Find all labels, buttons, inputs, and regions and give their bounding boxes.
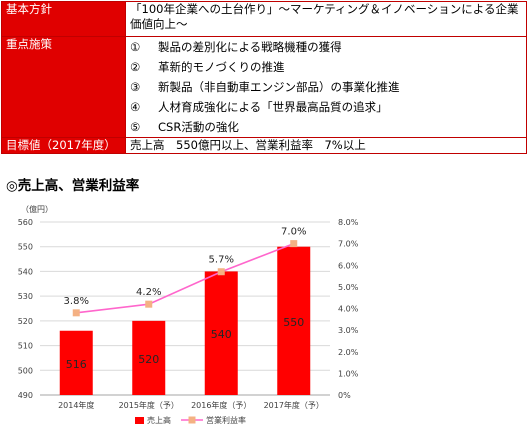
y-right-tick-label: 6.0% — [338, 261, 359, 270]
focus-measure-item: ④ 人材育成強化による「世界最高品質の追求」 — [130, 97, 522, 117]
y-right-tick-label: 7.0% — [338, 240, 359, 249]
basic-policy-row: 基本方針 「100年企業への土台作り」～マーケティング＆イノベーションによる企業… — [1, 1, 527, 37]
legend-sales-swatch — [135, 417, 144, 424]
y-left-tick-label: 560 — [18, 218, 33, 227]
y-left-tick-label: 530 — [18, 292, 33, 301]
y-right-tick-label: 8.0% — [338, 218, 359, 227]
sales-bar-value-label: 540 — [211, 328, 232, 341]
target-row: 目標値（2017年度） 売上高 550億円以上、営業利益率 7%以上 — [1, 137, 527, 154]
y-right-tick-label: 0% — [338, 391, 351, 400]
focus-measure-text: 製品の差別化による戦略機種の獲得 — [158, 40, 342, 54]
x-tick-label: 2014年度 — [58, 400, 94, 410]
focus-measure-number: ⑤ — [130, 120, 141, 134]
margin-point-marker — [145, 300, 153, 308]
y-right-tick-label: 3.0% — [338, 326, 359, 335]
bar-series: 516 520 540 550 — [59, 246, 311, 395]
margin-value-label: 5.7% — [209, 255, 234, 266]
axis-labels: （億円） 490 500 510 520 530 540 550 560 0% 1.0% 2.0% 3.… — [18, 204, 359, 410]
focus-measure-number: ④ — [130, 100, 141, 114]
sales-bar-value-label: 550 — [283, 316, 304, 329]
section-title: ◎売上高、営業利益率 — [6, 178, 140, 194]
x-tick-label: 2017年度（予） — [264, 400, 324, 410]
y-left-tick-label: 510 — [18, 342, 33, 351]
y-right-tick-label: 5.0% — [338, 283, 359, 292]
focus-measures-list: ① 製品の差別化による戦略機種の獲得 ② 革新的モノづくりの推進 ③ 新製品（非自動車… — [125, 36, 527, 138]
y-left-tick-label: 500 — [18, 366, 33, 375]
sales-bar-value-label: 520 — [138, 353, 159, 366]
legend-sales-label: 売上高 — [147, 415, 171, 425]
focus-measure-text: CSR活動の強化 — [158, 120, 239, 134]
sales-bar — [59, 330, 93, 395]
line-series: 3.8% 4.2% 5.7% 7.0% — [64, 227, 306, 317]
y-left-tick-label: 520 — [18, 317, 33, 326]
y-right-tick-label: 1.0% — [338, 369, 359, 378]
focus-measure-item: ⑤ CSR活動の強化 — [130, 117, 522, 137]
y-axis-unit-label: （億円） — [21, 204, 53, 214]
margin-point-marker — [217, 268, 225, 276]
focus-measure-number: ③ — [130, 80, 141, 94]
focus-measures-label: 重点施策 — [1, 36, 126, 138]
x-tick-label: 2015年度（予） — [119, 400, 179, 410]
margin-value-label: 3.8% — [64, 296, 89, 307]
legend: 売上高 営業利益率 — [135, 415, 246, 425]
focus-measures-row: 重点施策 ① 製品の差別化による戦略機種の獲得 ② 革新的モノづくりの推進 ③ 新製品… — [1, 36, 527, 138]
legend-margin-marker — [188, 416, 196, 424]
focus-measure-item: ① 製品の差別化による戦略機種の獲得 — [130, 37, 522, 57]
margin-line — [76, 242, 295, 314]
margin-value-label: 4.2% — [136, 287, 161, 298]
y-left-tick-label: 550 — [18, 243, 33, 252]
sales-bar — [132, 320, 166, 395]
focus-measure-text: 新製品（非自動車エンジン部品）の事業化推進 — [158, 80, 400, 94]
margin-value-label: 7.0% — [281, 227, 306, 238]
sales-profit-chart: 516 520 540 550 3.8% 4.2% 5.7% 7.0% （億円） 490 500… — [18, 204, 359, 425]
y-left-tick-label: 490 — [18, 391, 33, 400]
target-value: 売上高 550億円以上、営業利益率 7%以上 — [125, 137, 527, 154]
focus-measure-number: ① — [130, 40, 141, 54]
focus-measure-item: ③ 新製品（非自動車エンジン部品）の事業化推進 — [130, 77, 522, 97]
policy-table: 基本方針 「100年企業への土台作り」～マーケティング＆イノベーションによる企業… — [1, 1, 527, 154]
target-label: 目標値（2017年度） — [1, 137, 126, 154]
y-left-tick-label: 540 — [18, 267, 33, 276]
sales-bar-value-label: 516 — [66, 358, 87, 371]
y-right-tick-label: 2.0% — [338, 348, 359, 357]
y-right-tick-label: 4.0% — [338, 305, 359, 314]
margin-point-marker — [72, 309, 80, 317]
basic-policy-label: 基本方針 — [1, 1, 126, 37]
x-tick-label: 2016年度（予） — [191, 400, 251, 410]
focus-measure-item: ② 革新的モノづくりの推進 — [130, 57, 522, 77]
basic-policy-value: 「100年企業への土台作り」～マーケティング＆イノベーションによる企業価値向上～ — [125, 1, 527, 37]
focus-measure-text: 革新的モノづくりの推進 — [158, 60, 285, 74]
focus-measure-number: ② — [130, 60, 141, 74]
sales-bar — [277, 246, 311, 395]
sales-bar — [204, 271, 238, 395]
focus-measure-text: 人材育成強化による「世界最高品質の追求」 — [158, 100, 388, 114]
margin-point-marker — [290, 240, 298, 248]
legend-margin-label: 営業利益率 — [206, 415, 246, 425]
